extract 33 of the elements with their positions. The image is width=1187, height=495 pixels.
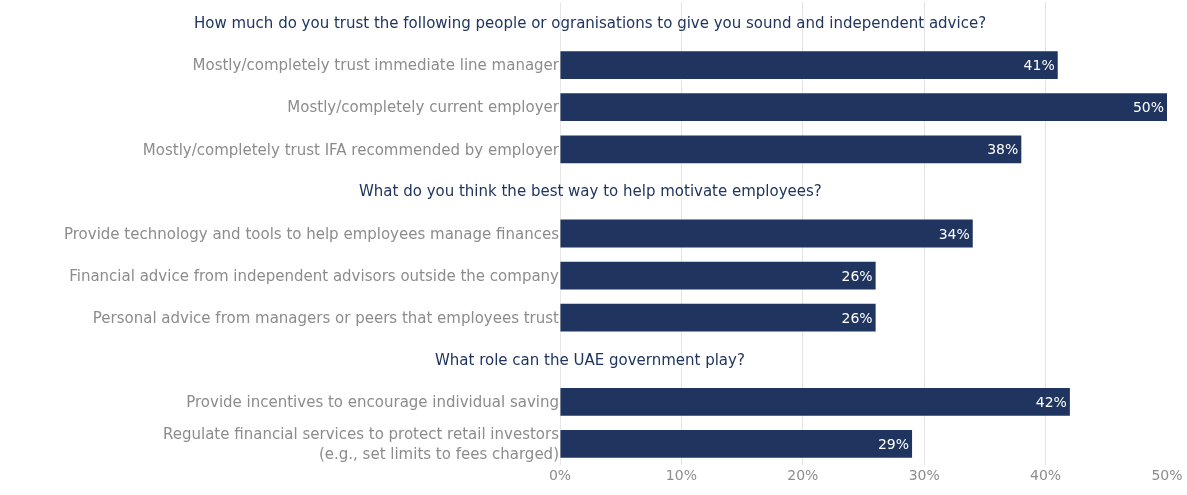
annotation: How much do you trust the following people or ogranisations to give you sound and independent advice? [194, 14, 987, 32]
x-tick-label: 0% [548, 467, 572, 483]
data-label: 42% [1035, 393, 1067, 410]
bar [560, 219, 973, 248]
x-tick-label: 30% [908, 467, 940, 483]
y-tick-label: Mostly/completely trust IFA recommended by employer [142, 140, 560, 159]
y-tick-label: Financial advice from independent advisors outside the company [69, 266, 560, 285]
bar [560, 261, 876, 290]
bar [560, 93, 1167, 122]
annotation: What do you think the best way to help motivate employees? [359, 182, 822, 200]
bar [560, 430, 913, 458]
data-label: 38% [987, 141, 1019, 158]
data-label: 26% [841, 267, 873, 284]
bar [560, 51, 1058, 80]
x-tick-label: 50% [1151, 467, 1183, 483]
y-tick-label: Provide incentives to encourage individual saving [186, 393, 559, 412]
x-tick-label: 20% [787, 467, 819, 483]
data-label: 26% [841, 309, 873, 326]
data-label: 41% [1023, 57, 1055, 74]
y-tick-label: Mostly/completely current employer [287, 98, 560, 117]
x-tick-label: 10% [665, 467, 697, 483]
x-tick-label: 40% [1030, 467, 1062, 483]
annotation: What role can the UAE government play? [435, 351, 745, 369]
y-tick-label: Provide technology and tools to help employees manage finances [64, 224, 560, 243]
bar [560, 303, 876, 332]
y-tick-label: Personal advice from managers or peers that employees trust [92, 308, 560, 327]
data-label: 50% [1132, 99, 1164, 116]
data-label: 34% [938, 225, 970, 242]
data-label: 29% [877, 435, 910, 452]
y-tick-label: Regulate financial services to protect retail investors (e.g., set limits to fees charged) [163, 425, 560, 463]
bar [560, 387, 1070, 416]
y-tick-label: Mostly/completely trust immediate line manager [192, 56, 560, 75]
bar [560, 135, 1022, 164]
